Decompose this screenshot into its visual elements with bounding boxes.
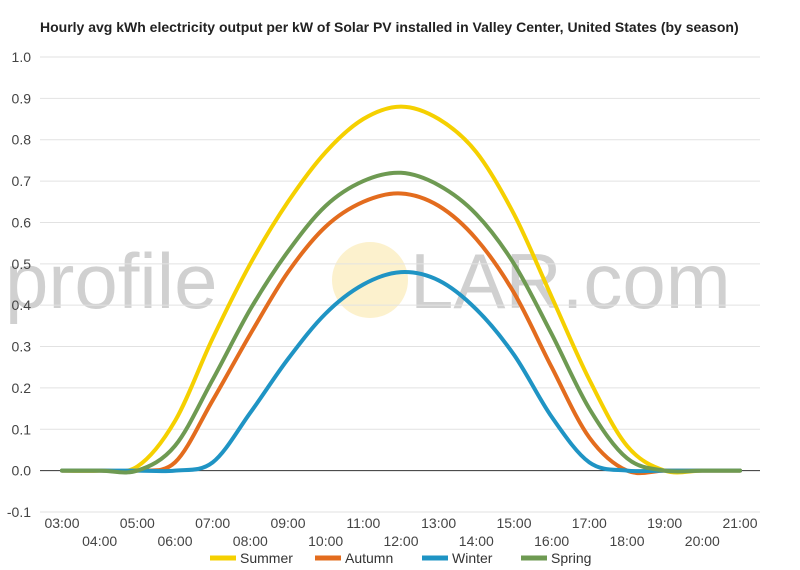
y-tick-label: 1.0 <box>12 49 32 65</box>
x-tick-label: 12:00 <box>383 533 418 549</box>
x-tick-label: 10:00 <box>308 533 343 549</box>
chart-title: Hourly avg kWh electricity output per kW… <box>40 19 739 35</box>
y-tick-label: 0.6 <box>12 214 32 230</box>
series-line-autumn <box>60 191 742 476</box>
y-tick-label: 0.8 <box>12 132 32 148</box>
x-tick-label: 08:00 <box>233 533 268 549</box>
x-tick-label: 16:00 <box>534 533 569 549</box>
legend-label-summer: Summer <box>240 550 293 566</box>
x-tick-label: 11:00 <box>346 515 380 531</box>
x-tick-label: 09:00 <box>270 515 305 531</box>
watermark-text-right: LAR.com <box>410 237 731 325</box>
x-tick-label: 03:00 <box>44 515 79 531</box>
y-tick-label: 0.0 <box>12 463 32 479</box>
y-tick-label: 0.1 <box>12 421 32 437</box>
x-tick-label: 19:00 <box>647 515 682 531</box>
y-tick-label: 0.2 <box>12 380 32 396</box>
series-line-summer <box>60 104 742 475</box>
series-line-winter <box>60 270 742 474</box>
y-tick-label: 0.7 <box>12 173 32 189</box>
x-tick-label: 20:00 <box>685 533 720 549</box>
y-tick-label: 0.4 <box>12 297 32 313</box>
x-tick-label: 07:00 <box>195 515 230 531</box>
x-tick-label: 14:00 <box>459 533 494 549</box>
y-tick-label: 0.3 <box>12 339 32 355</box>
x-tick-label: 05:00 <box>120 515 155 531</box>
y-tick-label: -0.1 <box>7 504 31 520</box>
y-tick-label: 0.5 <box>12 256 32 272</box>
x-tick-label: 17:00 <box>572 515 607 531</box>
legend-label-autumn: Autumn <box>345 550 393 566</box>
series-line-spring <box>60 170 742 475</box>
x-axis-ticks: 03:0004:0005:0006:0007:0008:0009:0010:00… <box>44 515 757 549</box>
watermark-text-left: profile <box>5 237 217 325</box>
series-lines <box>60 104 742 476</box>
x-tick-label: 13:00 <box>421 515 456 531</box>
x-tick-label: 21:00 <box>722 515 757 531</box>
x-tick-label: 18:00 <box>609 533 644 549</box>
x-tick-label: 06:00 <box>157 533 192 549</box>
legend-label-spring: Spring <box>551 550 591 566</box>
x-tick-label: 04:00 <box>82 533 117 549</box>
y-axis-ticks: -0.1 0.0 0.1 0.2 0.3 0.4 0.5 0.6 0.7 0.8 0.9 1.0 <box>7 49 31 520</box>
legend-label-winter: Winter <box>452 550 493 566</box>
x-tick-label: 15:00 <box>496 515 531 531</box>
legend: Summer Autumn Winter Spring <box>210 550 591 566</box>
y-tick-label: 0.9 <box>12 90 32 106</box>
watermark: profile LAR.com <box>5 237 731 325</box>
